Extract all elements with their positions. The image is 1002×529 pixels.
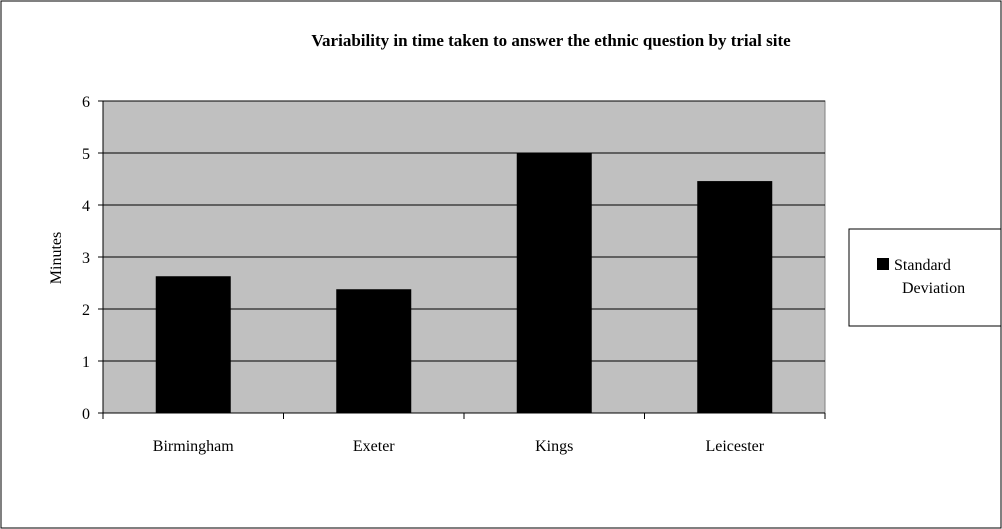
bar-leicester xyxy=(697,181,773,413)
x-tick-label: Leicester xyxy=(705,438,764,455)
bar-exeter xyxy=(336,289,412,413)
y-tick-labels: 0 1 2 3 4 5 6 xyxy=(82,94,90,423)
y-tick-label: 5 xyxy=(82,146,90,163)
bar-kings xyxy=(516,153,592,413)
y-tick-label: 6 xyxy=(82,94,90,111)
legend-swatch xyxy=(877,258,889,270)
chart-title: Variability in time taken to answer the … xyxy=(311,31,791,50)
x-tick-label: Kings xyxy=(535,438,573,455)
legend-label-line-1: Standard xyxy=(894,257,951,274)
y-tick-label: 1 xyxy=(82,354,90,371)
bar-birmingham xyxy=(155,276,231,413)
y-tick-label: 3 xyxy=(82,250,90,267)
legend-label-line-2: Deviation xyxy=(902,280,965,297)
y-tick-label: 0 xyxy=(82,406,90,423)
x-tick-labels: Birmingham Exeter Kings Leicester xyxy=(153,438,765,455)
y-axis-label: Minutes xyxy=(48,232,65,284)
legend: Standard Deviation xyxy=(848,228,1002,327)
x-tick-label: Exeter xyxy=(353,438,395,455)
y-tick-label: 2 xyxy=(82,302,90,319)
y-tick-label: 4 xyxy=(82,198,90,215)
axes xyxy=(98,100,826,419)
bars xyxy=(155,153,773,413)
x-tick-label: Birmingham xyxy=(153,438,234,455)
legend-box xyxy=(848,228,1002,327)
